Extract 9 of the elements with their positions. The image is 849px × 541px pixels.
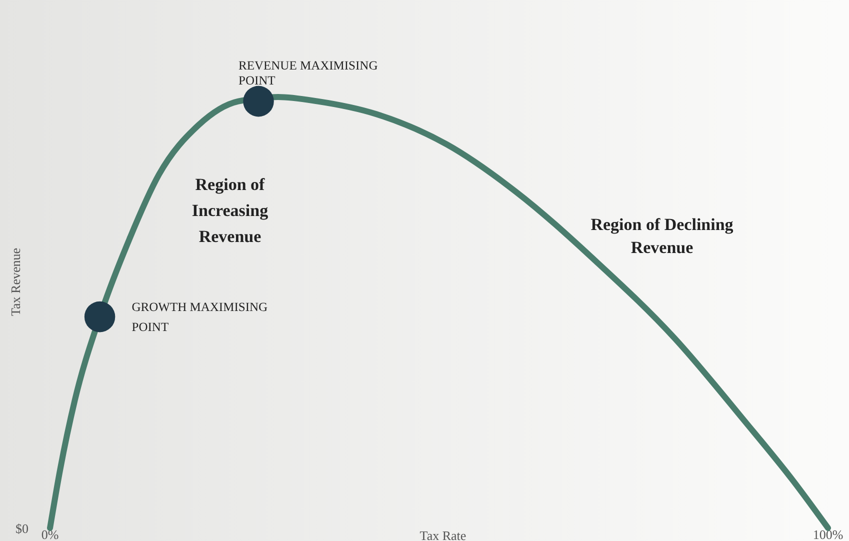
annotation: Region of Declining Revenue: [590, 215, 734, 257]
annotation: GROWTH MAXIMISING POINT: [132, 300, 268, 334]
text: $0: [16, 521, 28, 536]
x-axis-title: Tax Rate: [420, 528, 466, 541]
annotation: REVENUE MAXIMISING POINT: [238, 58, 378, 88]
annotation: Region of Increasing Revenue: [192, 175, 269, 246]
x-tick-label: 0%: [41, 527, 59, 541]
x-tick-label: 100%: [812, 527, 844, 541]
y-axis-title: Tax Revenue: [8, 248, 23, 316]
